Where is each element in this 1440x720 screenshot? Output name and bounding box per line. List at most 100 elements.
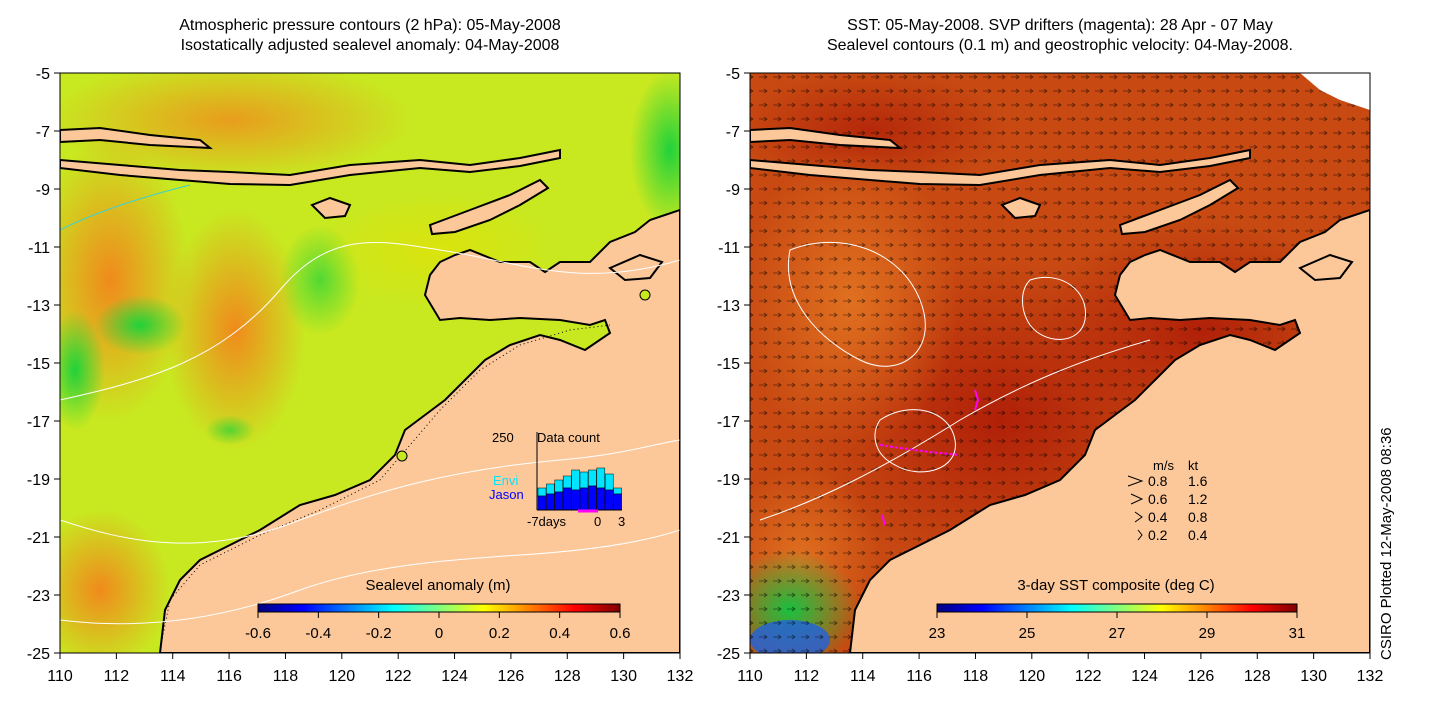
left-island-timor bbox=[428, 178, 550, 236]
inset-bar-jason bbox=[596, 487, 606, 511]
right-map bbox=[750, 73, 1370, 653]
x-tick-label: 126 bbox=[498, 668, 525, 685]
right-australia-land bbox=[848, 208, 1370, 653]
right-island-northeast bbox=[1298, 253, 1354, 282]
velocity-legend-arrow bbox=[1137, 529, 1143, 541]
x-tick-label: 112 bbox=[794, 668, 820, 685]
velocity-legend-ms: 0.4 bbox=[1148, 509, 1168, 525]
left-anomaly-high-west bbox=[60, 140, 190, 420]
left-title-line1: Atmospheric pressure contours (2 hPa): 0… bbox=[179, 17, 561, 34]
x-tick-label: 114 bbox=[160, 668, 186, 685]
right-island-nusa-tenggara bbox=[750, 148, 1251, 187]
x-tick-label: 130 bbox=[1300, 668, 1327, 685]
x-tick-label: 114 bbox=[850, 668, 876, 685]
colorbar-tick-label: 0.2 bbox=[489, 625, 510, 642]
right-colorbar: 3-day SST composite (deg C) 23 25 27 29 31 bbox=[929, 577, 1306, 642]
left-anomaly-low-1 bbox=[95, 295, 185, 355]
y-tick-label: -21 bbox=[27, 530, 50, 547]
inset-xtick-end: 3 bbox=[618, 514, 625, 529]
right-sealevel-contour-2 bbox=[1022, 276, 1086, 340]
inset-bar-envi bbox=[596, 467, 606, 489]
velocity-legend-rows: 0.8 1.6 0.6 1.2 0.4 0.8 0.2 0.4 bbox=[1127, 473, 1208, 543]
right-title-line2: Sealevel contours (0.1 m) and geostrophi… bbox=[826, 37, 1293, 54]
inset-xtick-zero: 0 bbox=[594, 514, 601, 529]
left-island-java bbox=[60, 126, 214, 150]
inset-bar-jason bbox=[537, 495, 547, 511]
left-island-sumba bbox=[310, 196, 352, 220]
colorbar-tick-label: 0 bbox=[435, 625, 443, 642]
inset-series-jason: Jason bbox=[489, 487, 524, 502]
x-tick-label: 126 bbox=[1188, 668, 1215, 685]
inset-bar-envi bbox=[562, 475, 572, 489]
velocity-legend-header-ms: m/s bbox=[1153, 458, 1174, 473]
y-tick-label: -17 bbox=[717, 414, 740, 431]
y-tick-label: -9 bbox=[726, 182, 740, 199]
y-tick-label: -15 bbox=[717, 356, 740, 373]
right-cloud-patch bbox=[1300, 73, 1370, 110]
velocity-legend: m/s kt 0.8 1.6 0.6 1.2 0.4 0.8 0.2 0.4 bbox=[1127, 458, 1208, 543]
left-anomaly-high-north bbox=[60, 73, 410, 180]
left-pressure-contour-3 bbox=[60, 529, 680, 625]
left-anomaly-low-east bbox=[630, 73, 680, 230]
x-tick-label: 122 bbox=[1075, 668, 1102, 685]
velocity-legend-kt: 0.8 bbox=[1188, 509, 1208, 525]
y-tick-label: -5 bbox=[36, 66, 50, 83]
velocity-legend-arrow bbox=[1127, 475, 1144, 487]
inset-bar-jason bbox=[571, 489, 580, 511]
inset-bar-jason bbox=[562, 487, 572, 511]
x-tick-label: 124 bbox=[1131, 668, 1158, 685]
y-tick-label: -7 bbox=[726, 124, 740, 141]
left-colorbar-label: Sealevel anomaly (m) bbox=[365, 577, 510, 594]
x-tick-label: 110 bbox=[737, 668, 763, 685]
inset-series-envi: Envi bbox=[493, 473, 518, 488]
x-tick-label: 120 bbox=[328, 668, 355, 685]
plot-credit: CSIRO Plotted 12-May-2008 08:36 bbox=[1378, 427, 1395, 660]
left-colorbar-gradient bbox=[257, 603, 621, 613]
inset-bar-envi bbox=[613, 487, 622, 495]
y-tick-label: -21 bbox=[717, 530, 740, 547]
x-tick-label: 116 bbox=[906, 668, 932, 685]
velocity-legend-ms: 0.8 bbox=[1148, 473, 1168, 489]
left-inset-data-count: 250 Data count Envi Jason -7days 0 3 bbox=[489, 430, 625, 529]
colorbar-tick-label: 23 bbox=[929, 625, 946, 642]
left-island-northeast bbox=[608, 253, 664, 282]
x-tick-label: 118 bbox=[963, 668, 989, 685]
inset-bar-jason bbox=[604, 489, 614, 511]
inset-bar-envi bbox=[571, 469, 580, 491]
right-sealevel-contour-3 bbox=[874, 409, 956, 473]
left-pressure-contour-2 bbox=[60, 439, 680, 544]
left-anomaly-high-southwest bbox=[60, 510, 170, 653]
colorbar-tick-label: -0.4 bbox=[305, 625, 331, 642]
right-title-line1: SST: 05-May-2008. SVP drifters (magenta)… bbox=[847, 17, 1273, 34]
left-station-marker-2 bbox=[396, 450, 408, 462]
x-tick-label: 132 bbox=[667, 668, 694, 685]
inset-bars bbox=[537, 467, 622, 511]
y-tick-label: -15 bbox=[27, 356, 50, 373]
colorbar-tick-label: -0.6 bbox=[245, 625, 271, 642]
inset-bar-envi bbox=[579, 471, 589, 489]
velocity-legend-ms: 0.2 bbox=[1148, 527, 1168, 543]
velocity-legend-ms: 0.6 bbox=[1148, 491, 1168, 507]
y-tick-label: -25 bbox=[717, 646, 740, 663]
x-tick-label: 130 bbox=[610, 668, 637, 685]
left-anomaly-low-4 bbox=[205, 415, 255, 445]
inset-bar-jason bbox=[588, 485, 597, 511]
left-colorbar: Sealevel anomaly (m) -0.6 -0.4 -0.2 0 0.2 0.4… bbox=[245, 577, 630, 642]
velocity-legend-kt: 1.2 bbox=[1188, 491, 1208, 507]
y-tick-label: -5 bbox=[726, 66, 740, 83]
x-tick-label: 132 bbox=[1357, 668, 1384, 685]
inset-bar-jason bbox=[546, 493, 555, 511]
y-tick-label: -13 bbox=[717, 298, 740, 315]
y-tick-label: -17 bbox=[27, 414, 50, 431]
colorbar-tick-label: 0.6 bbox=[610, 625, 631, 642]
left-pressure-contour-1 bbox=[60, 241, 680, 401]
x-tick-label: 118 bbox=[273, 668, 299, 685]
colorbar-tick-label: 0.4 bbox=[549, 625, 570, 642]
left-island-nusa-tenggara bbox=[60, 148, 561, 187]
right-colorbar-ticks: 23 25 27 29 31 bbox=[929, 612, 1306, 642]
y-tick-label: -11 bbox=[718, 240, 740, 257]
x-tick-label: 124 bbox=[441, 668, 468, 685]
right-sealevel-contour-1 bbox=[788, 241, 926, 367]
colorbar-tick-label: 31 bbox=[1289, 625, 1306, 642]
